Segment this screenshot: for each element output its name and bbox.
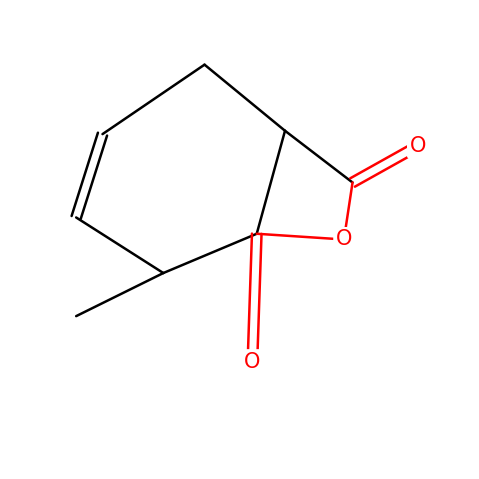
Text: O: O <box>410 136 426 156</box>
Text: O: O <box>244 352 261 372</box>
Text: O: O <box>336 229 352 250</box>
